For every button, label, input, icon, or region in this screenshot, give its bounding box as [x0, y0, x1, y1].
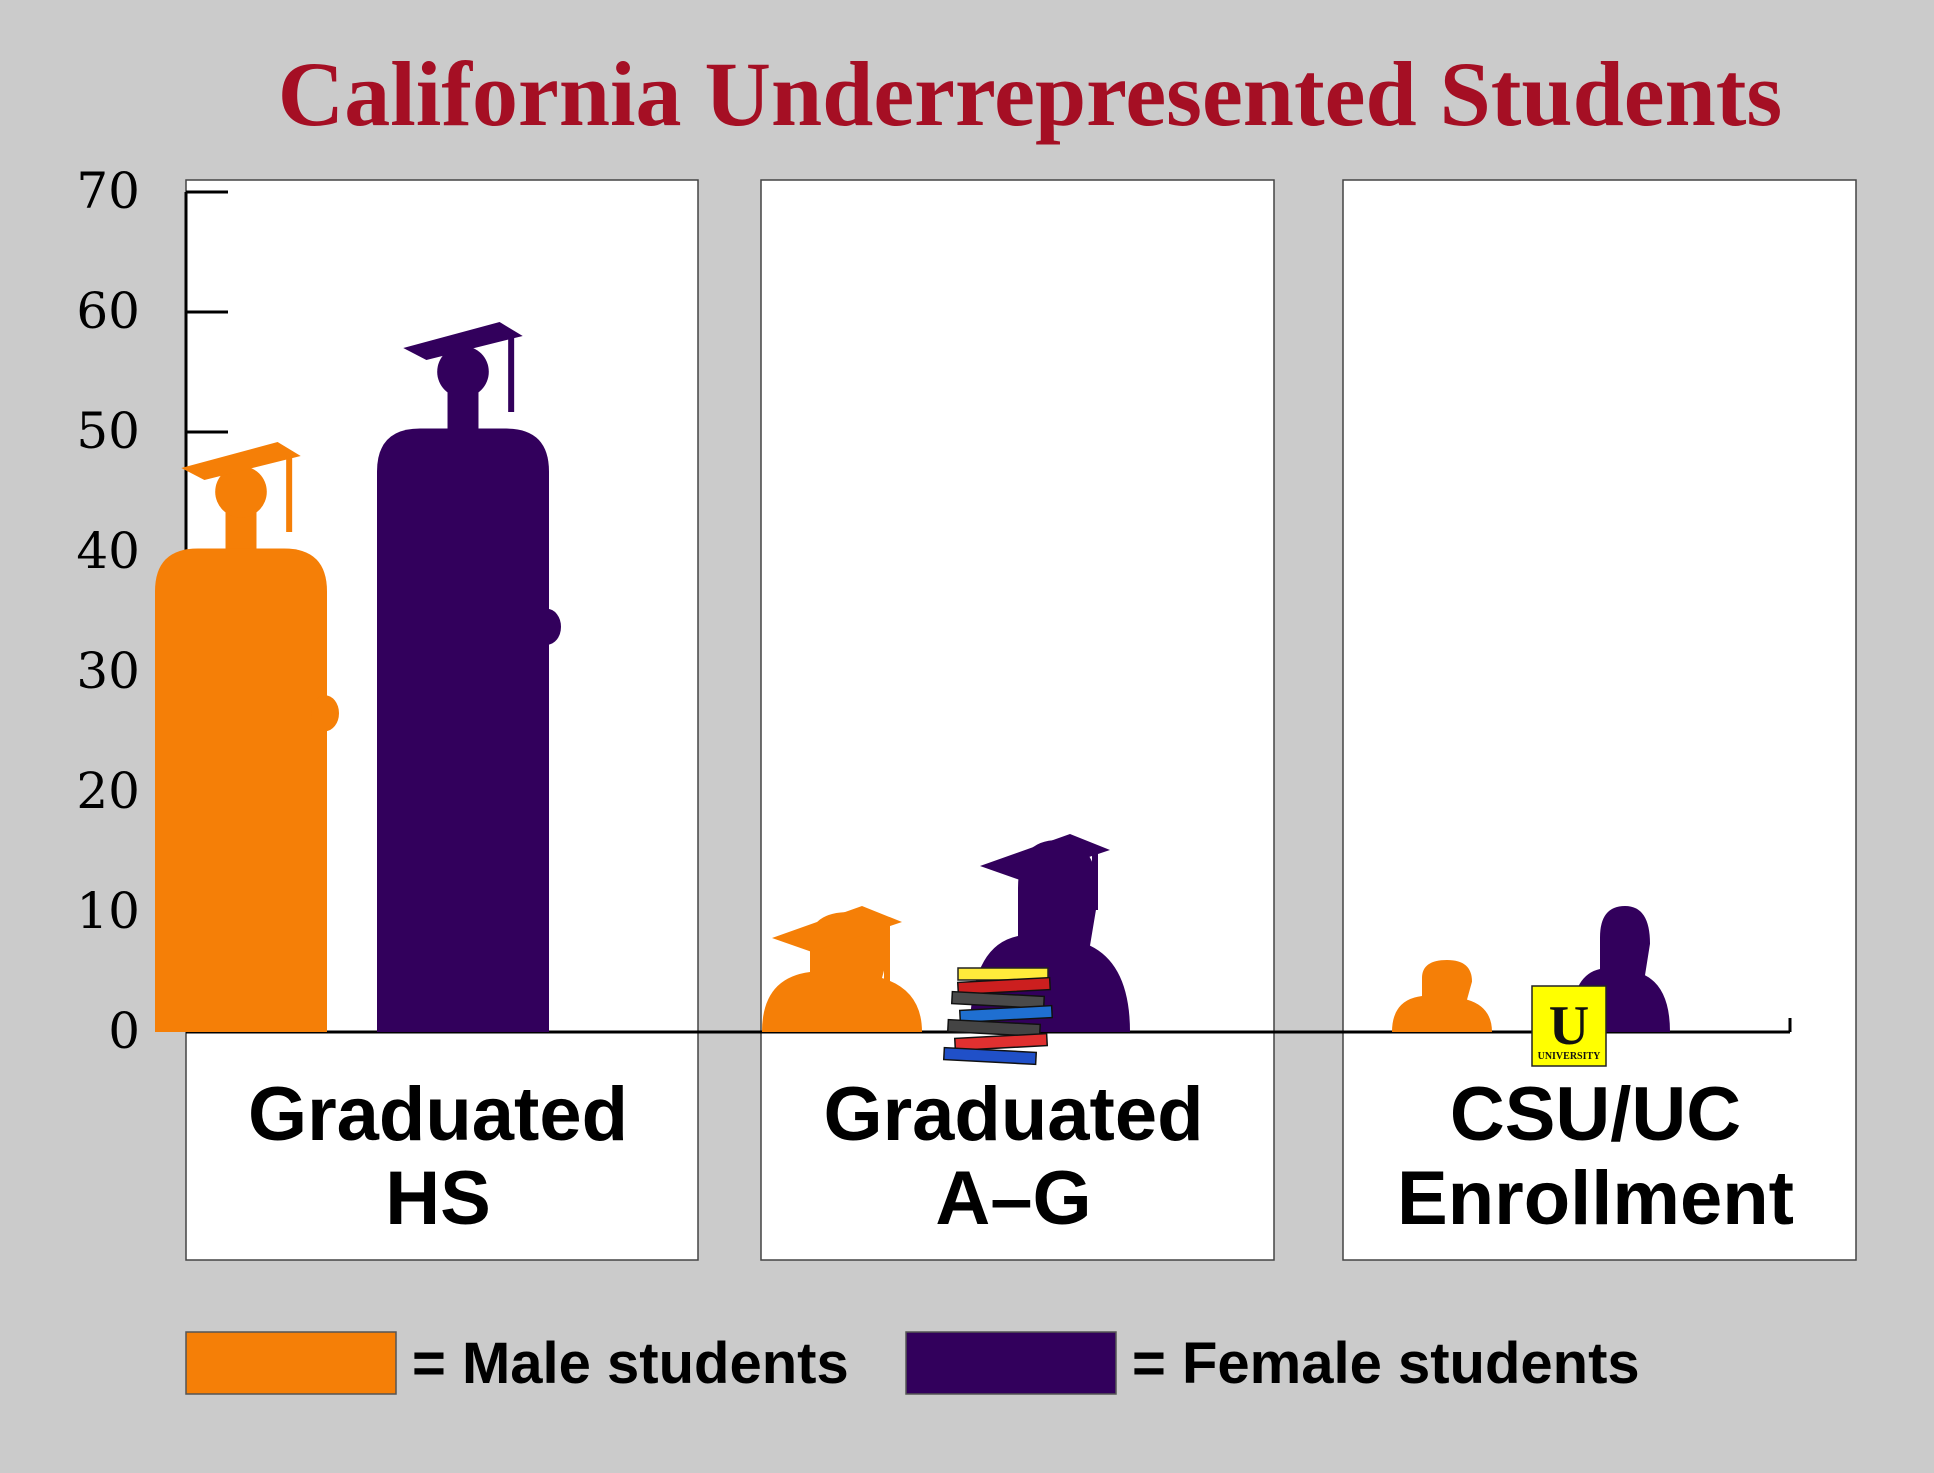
- legend-swatch: [185, 1331, 397, 1395]
- legend: = Male students = Female students: [185, 1331, 1640, 1396]
- book: [950, 990, 1046, 1010]
- book-stack-icon: [942, 967, 1054, 1066]
- bar-male: [762, 912, 922, 1032]
- bar-male: [1392, 960, 1492, 1032]
- legend-label: = Male students: [412, 1331, 849, 1396]
- y-tick-label: 20: [76, 762, 140, 820]
- category-label: CSU/UC: [1450, 1072, 1741, 1157]
- y-tick-label: 40: [76, 522, 140, 580]
- bar-female-head: [437, 346, 489, 398]
- category-label: Graduated: [823, 1072, 1203, 1157]
- bar-female-cap: [403, 322, 523, 360]
- badge-background: [1531, 985, 1607, 1067]
- y-tick-label: 50: [76, 402, 140, 460]
- y-tick-label: 70: [76, 162, 140, 220]
- y-tick-label: 30: [76, 642, 140, 700]
- legend-label: = Female students: [1132, 1331, 1640, 1396]
- graduate-cap: [772, 906, 902, 952]
- chart-title: California Underrepresented Students: [278, 43, 1782, 145]
- bar-male-body: [1392, 960, 1492, 1032]
- y-tick-label: 10: [76, 882, 140, 940]
- book: [946, 1018, 1042, 1038]
- bar-female: [377, 322, 561, 1032]
- book: [956, 976, 1052, 996]
- legend-swatch: [905, 1331, 1117, 1395]
- y-tick-label: 60: [76, 282, 140, 340]
- category-label: A–G: [935, 1156, 1091, 1241]
- badge-text: UNIVERSITY: [1538, 1051, 1602, 1062]
- bar-male-body: [762, 912, 922, 1032]
- bar-male-cap: [181, 442, 301, 480]
- bar-female-hand: [533, 608, 561, 645]
- category-label: Enrollment: [1397, 1156, 1794, 1241]
- category-label: HS: [385, 1156, 491, 1241]
- badge-letter: U: [1549, 995, 1589, 1057]
- bar-male-hand: [311, 695, 339, 732]
- category-panel: [1342, 179, 1857, 1261]
- bar-female-body: [377, 428, 549, 1032]
- book: [953, 1032, 1049, 1052]
- graduate-cap: [980, 834, 1110, 880]
- legend-item: = Male students: [185, 1331, 849, 1396]
- bar-male-head: [215, 466, 267, 518]
- category-panel: [760, 179, 1275, 1261]
- book: [958, 1004, 1054, 1024]
- legend-item: = Female students: [905, 1331, 1640, 1396]
- bar-male-body: [155, 548, 327, 1032]
- y-tick-label: 0: [108, 1002, 140, 1060]
- bar-male: [155, 442, 339, 1032]
- book: [942, 1046, 1038, 1066]
- category-label: Graduated: [248, 1072, 628, 1157]
